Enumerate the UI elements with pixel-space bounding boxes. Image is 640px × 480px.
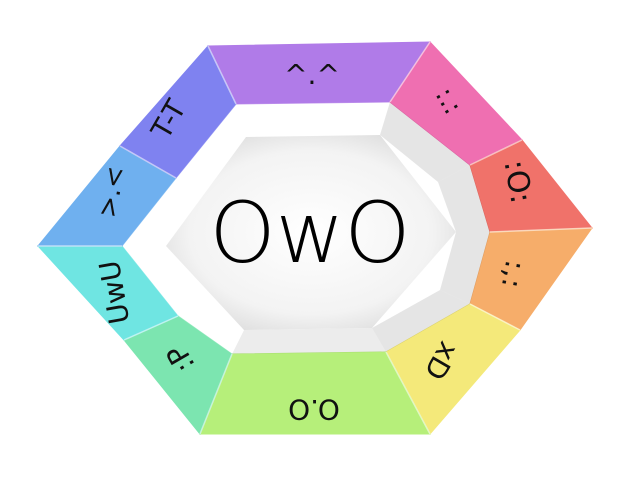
inner-bevel [122,102,490,354]
segment-dividers [38,41,593,435]
emote-right-lower: :,: [495,258,532,291]
center-hexagon [166,135,456,330]
emote-right-upper: :O: [496,157,538,206]
emote-top: ^.^ [284,58,340,91]
emote-bottom: O.O [288,393,340,426]
center-face-text: OwO [210,184,411,282]
